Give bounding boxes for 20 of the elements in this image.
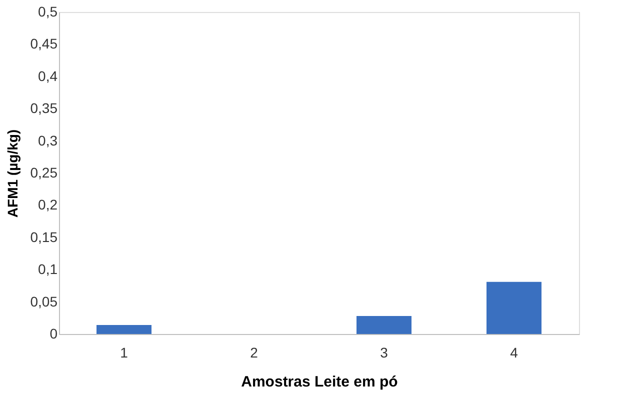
y-tick-label: 0,15 [30, 228, 58, 245]
x-tick-label: 4 [510, 344, 518, 360]
x-axis-title: Amostras Leite em pó [241, 374, 398, 390]
y-tick-label: 0 [50, 326, 58, 342]
bar [486, 282, 542, 334]
bar [356, 316, 412, 334]
y-tick-label: 0,05 [30, 293, 58, 310]
y-tick-label: 0,4 [38, 68, 58, 84]
y-tick-label: 0,45 [30, 36, 58, 52]
x-tick-label: 1 [120, 344, 128, 360]
y-tick-label: 0,3 [38, 132, 58, 148]
y-tick-label: 0,1 [38, 261, 58, 278]
bar [96, 324, 152, 334]
x-tick-label: 2 [250, 344, 258, 360]
x-tick-label: 3 [380, 344, 388, 360]
y-tick-label: 0,2 [38, 196, 58, 213]
y-tick-label: 0,35 [30, 100, 58, 116]
y-tick-label: 0,25 [30, 164, 58, 180]
y-tick-label: 0,5 [38, 4, 58, 20]
y-axis-title: AFM1 (µg/kg) [4, 129, 20, 218]
